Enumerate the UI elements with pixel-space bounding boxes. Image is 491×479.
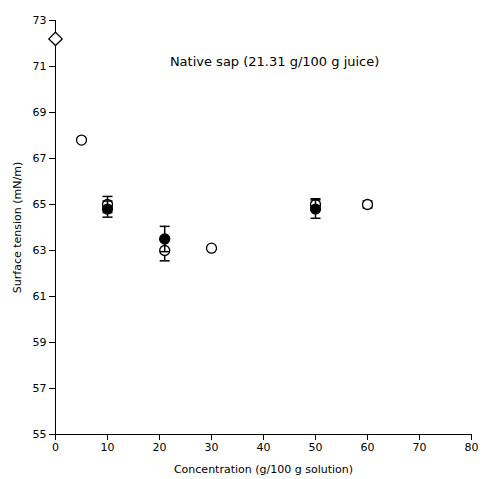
- svg-text:0: 0: [52, 441, 59, 454]
- svg-text:50: 50: [309, 441, 323, 454]
- svg-text:40: 40: [257, 441, 271, 454]
- svg-text:Concentration (g/100 g solutio: Concentration (g/100 g solution): [174, 463, 353, 476]
- svg-text:Surface tension (mN/m): Surface tension (mN/m): [11, 162, 24, 293]
- svg-text:69: 69: [33, 106, 47, 119]
- svg-text:71: 71: [33, 60, 47, 73]
- svg-text:65: 65: [33, 198, 47, 211]
- svg-text:Native sap (21.31 g/100 g juic: Native sap (21.31 g/100 g juice): [170, 54, 379, 69]
- svg-text:60: 60: [361, 441, 375, 454]
- svg-text:59: 59: [33, 336, 47, 349]
- svg-text:70: 70: [413, 441, 427, 454]
- svg-text:57: 57: [33, 382, 47, 395]
- svg-text:63: 63: [33, 244, 47, 257]
- svg-text:30: 30: [205, 441, 219, 454]
- svg-text:67: 67: [33, 152, 47, 165]
- svg-text:61: 61: [33, 290, 47, 303]
- svg-text:80: 80: [465, 441, 479, 454]
- svg-text:73: 73: [33, 14, 47, 27]
- svg-text:55: 55: [33, 428, 47, 441]
- svg-text:20: 20: [153, 441, 167, 454]
- svg-text:10: 10: [101, 441, 115, 454]
